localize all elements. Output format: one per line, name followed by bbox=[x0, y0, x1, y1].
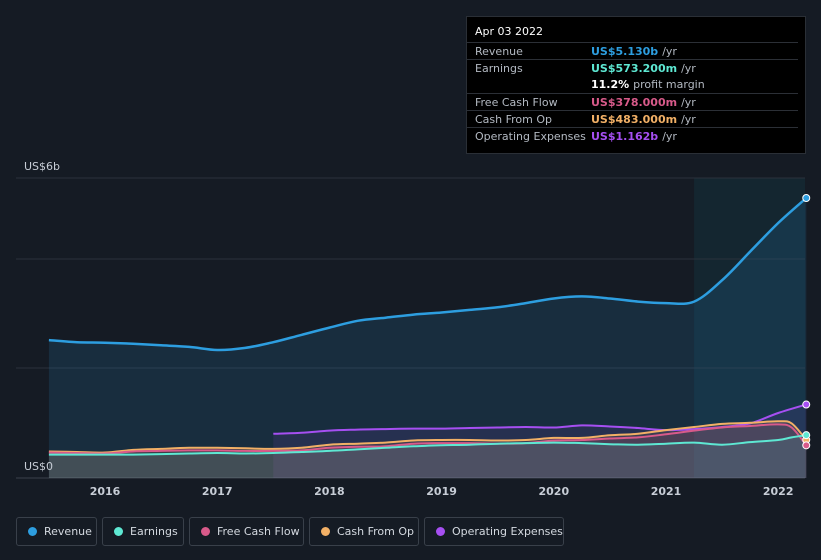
x-tick-label: 2020 bbox=[538, 485, 569, 498]
x-tick-label: 2017 bbox=[202, 485, 233, 498]
free-cash-flow-dot-icon bbox=[201, 527, 210, 536]
y-axis-top-label: US$6b bbox=[24, 160, 60, 173]
revenue-dot-icon bbox=[28, 527, 37, 536]
legend-label: Cash From Op bbox=[337, 525, 415, 538]
tooltip-row-value: US$1.162b bbox=[591, 130, 659, 143]
tooltip-row-unit: /yr bbox=[681, 96, 696, 109]
x-tick-label: 2018 bbox=[314, 485, 345, 498]
earnings-end-marker bbox=[802, 431, 811, 440]
free-cash-flow-end-marker bbox=[802, 441, 811, 450]
legend-item-earnings[interactable]: Earnings bbox=[102, 517, 184, 546]
tooltip-row-value-group: US$483.000m/yr bbox=[591, 113, 696, 126]
tooltip-row-unit: /yr bbox=[681, 62, 696, 75]
legend-label: Free Cash Flow bbox=[217, 525, 300, 538]
tooltip-row-value-group: 11.2% profit margin bbox=[591, 78, 705, 91]
revenue-end-marker bbox=[802, 194, 811, 202]
tooltip-row: 11.2% profit margin bbox=[467, 76, 798, 93]
legend-item-cash-from-op[interactable]: Cash From Op bbox=[309, 517, 419, 546]
tooltip-row-unit: profit margin bbox=[633, 78, 705, 91]
free-cash-flow-line bbox=[48, 423, 808, 455]
tooltip-row: Revenue US$5.130b/yr bbox=[467, 42, 798, 59]
tooltip-row-value: US$378.000m bbox=[591, 96, 678, 109]
legend-item-operating-expenses[interactable]: Operating Expenses bbox=[424, 517, 564, 546]
tooltip-row: Operating Expenses US$1.162b/yr bbox=[467, 127, 798, 144]
x-tick-label: 2016 bbox=[90, 485, 121, 498]
tooltip-row: Earnings US$573.200m/yr bbox=[467, 59, 798, 76]
tooltip-row-unit: /yr bbox=[681, 113, 696, 126]
x-tick-label: 2021 bbox=[651, 485, 682, 498]
tooltip-panel: Apr 03 2022 Revenue US$5.130b/yr Earnings U… bbox=[466, 16, 806, 154]
x-tick-label: 2019 bbox=[426, 485, 457, 498]
legend-label: Operating Expenses bbox=[452, 525, 563, 538]
tooltip-row-label: Revenue bbox=[475, 45, 523, 58]
legend-label: Earnings bbox=[130, 525, 178, 538]
tooltip-date: Apr 03 2022 bbox=[475, 25, 544, 38]
tooltip-row: Cash From Op US$483.000m/yr bbox=[467, 110, 798, 127]
series-areas bbox=[48, 198, 807, 478]
legend-label: Revenue bbox=[44, 525, 92, 538]
free-cash-flow-area bbox=[48, 424, 807, 478]
tooltip-row-value-group: US$1.162b/yr bbox=[591, 130, 677, 143]
cash-from-op-line bbox=[48, 420, 808, 454]
series-lines bbox=[48, 197, 808, 456]
operating-expenses-dot-icon bbox=[436, 527, 445, 536]
chart-canvas: US$6b US$0 2016 2017 2018 2019 2020 2021 2022 bbox=[16, 160, 811, 498]
tooltip-row-label: Cash From Op bbox=[475, 113, 553, 126]
earnings-line bbox=[48, 434, 807, 456]
y-axis-bottom-label: US$0 bbox=[24, 460, 53, 473]
tooltip-row: Free Cash Flow US$378.000m/yr bbox=[467, 93, 798, 110]
series-end-markers bbox=[802, 194, 811, 450]
earnings-area bbox=[48, 435, 807, 478]
legend-item-revenue[interactable]: Revenue bbox=[16, 517, 97, 546]
tooltip-row-label: Operating Expenses bbox=[475, 130, 586, 143]
tooltip-row-label: Earnings bbox=[475, 62, 523, 75]
tooltip-row-value-group: US$378.000m/yr bbox=[591, 96, 696, 109]
tooltip-row-unit: /yr bbox=[662, 45, 677, 58]
tooltip-row-value: US$573.200m bbox=[591, 62, 678, 75]
x-tick-label: 2022 bbox=[763, 485, 794, 498]
x-axis-ticks: 2016 2017 2018 2019 2020 2021 2022 bbox=[90, 485, 794, 498]
tooltip-row-unit: /yr bbox=[662, 130, 677, 143]
grid-lines bbox=[16, 177, 805, 479]
tooltip-row-value-group: US$5.130b/yr bbox=[591, 45, 677, 58]
tooltip-row-value: 11.2% bbox=[591, 78, 630, 91]
tooltip-row-value-group: US$573.200m/yr bbox=[591, 62, 696, 75]
tooltip-row-label: Free Cash Flow bbox=[475, 96, 558, 109]
earnings-dot-icon bbox=[114, 527, 123, 536]
operating-expenses-end-marker bbox=[802, 400, 811, 409]
cash-from-op-dot-icon bbox=[321, 527, 330, 536]
tooltip-row-value: US$483.000m bbox=[591, 113, 678, 126]
legend-item-free-cash-flow[interactable]: Free Cash Flow bbox=[189, 517, 304, 546]
revenue-line bbox=[48, 197, 808, 352]
tooltip-row-value: US$5.130b bbox=[591, 45, 659, 58]
revenue-area bbox=[48, 198, 807, 478]
